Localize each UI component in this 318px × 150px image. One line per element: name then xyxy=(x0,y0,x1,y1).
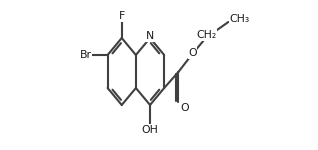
Text: O: O xyxy=(188,48,197,58)
Text: N: N xyxy=(146,31,154,41)
Text: O: O xyxy=(181,103,189,113)
Text: F: F xyxy=(119,11,125,21)
Text: CH₃: CH₃ xyxy=(229,14,249,24)
Text: CH₂: CH₂ xyxy=(197,30,217,40)
Text: Br: Br xyxy=(80,50,92,60)
Text: OH: OH xyxy=(142,125,158,135)
